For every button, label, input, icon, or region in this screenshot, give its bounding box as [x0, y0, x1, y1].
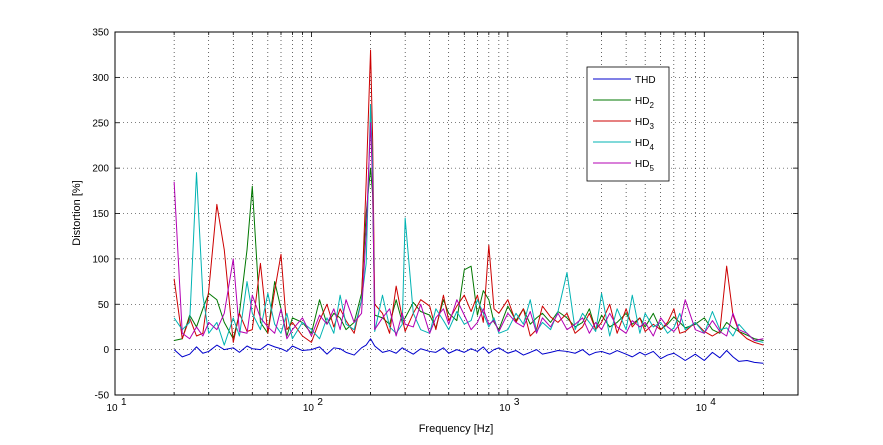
- legend-box: [586, 66, 670, 182]
- x-tick-exponent: 3: [514, 397, 520, 408]
- series-lines: [173, 49, 764, 364]
- y-tick-label: 250: [92, 118, 109, 129]
- series-line-thd: [173, 338, 764, 364]
- y-tick-label: 150: [92, 209, 109, 220]
- legend-label-thd: THD: [635, 75, 656, 86]
- y-tick-label: -50: [95, 391, 110, 402]
- y-tick-label: 350: [92, 28, 109, 39]
- y-tick-label: 50: [98, 300, 110, 311]
- x-axis-label: Frequency [Hz]: [419, 423, 494, 435]
- plot-area: [115, 32, 798, 395]
- series-line-hd5: [173, 122, 764, 342]
- legend-label-subscript: 2: [649, 101, 654, 110]
- y-axis-label: Distortion [%]: [71, 180, 83, 245]
- x-tick-exponent: 2: [317, 397, 323, 408]
- legend-label-subscript: 4: [649, 143, 654, 152]
- y-tick-label: 0: [103, 345, 109, 356]
- legend-label-subscript: 5: [649, 164, 654, 173]
- y-tick-label: 200: [92, 164, 109, 175]
- x-tick-label: 10: [696, 403, 708, 414]
- series-line-hd3: [173, 49, 764, 346]
- x-tick-exponent: 1: [121, 397, 127, 408]
- x-tick-label: 10: [303, 403, 315, 414]
- x-tick-label: 10: [106, 403, 118, 414]
- x-tick-exponent: 4: [710, 397, 716, 408]
- y-tick-label: 100: [92, 254, 109, 265]
- x-tick-label: 10: [499, 403, 511, 414]
- series-line-hd4: [173, 104, 764, 346]
- legend-label-subscript: 3: [649, 122, 654, 131]
- y-tick-label: 300: [92, 73, 109, 84]
